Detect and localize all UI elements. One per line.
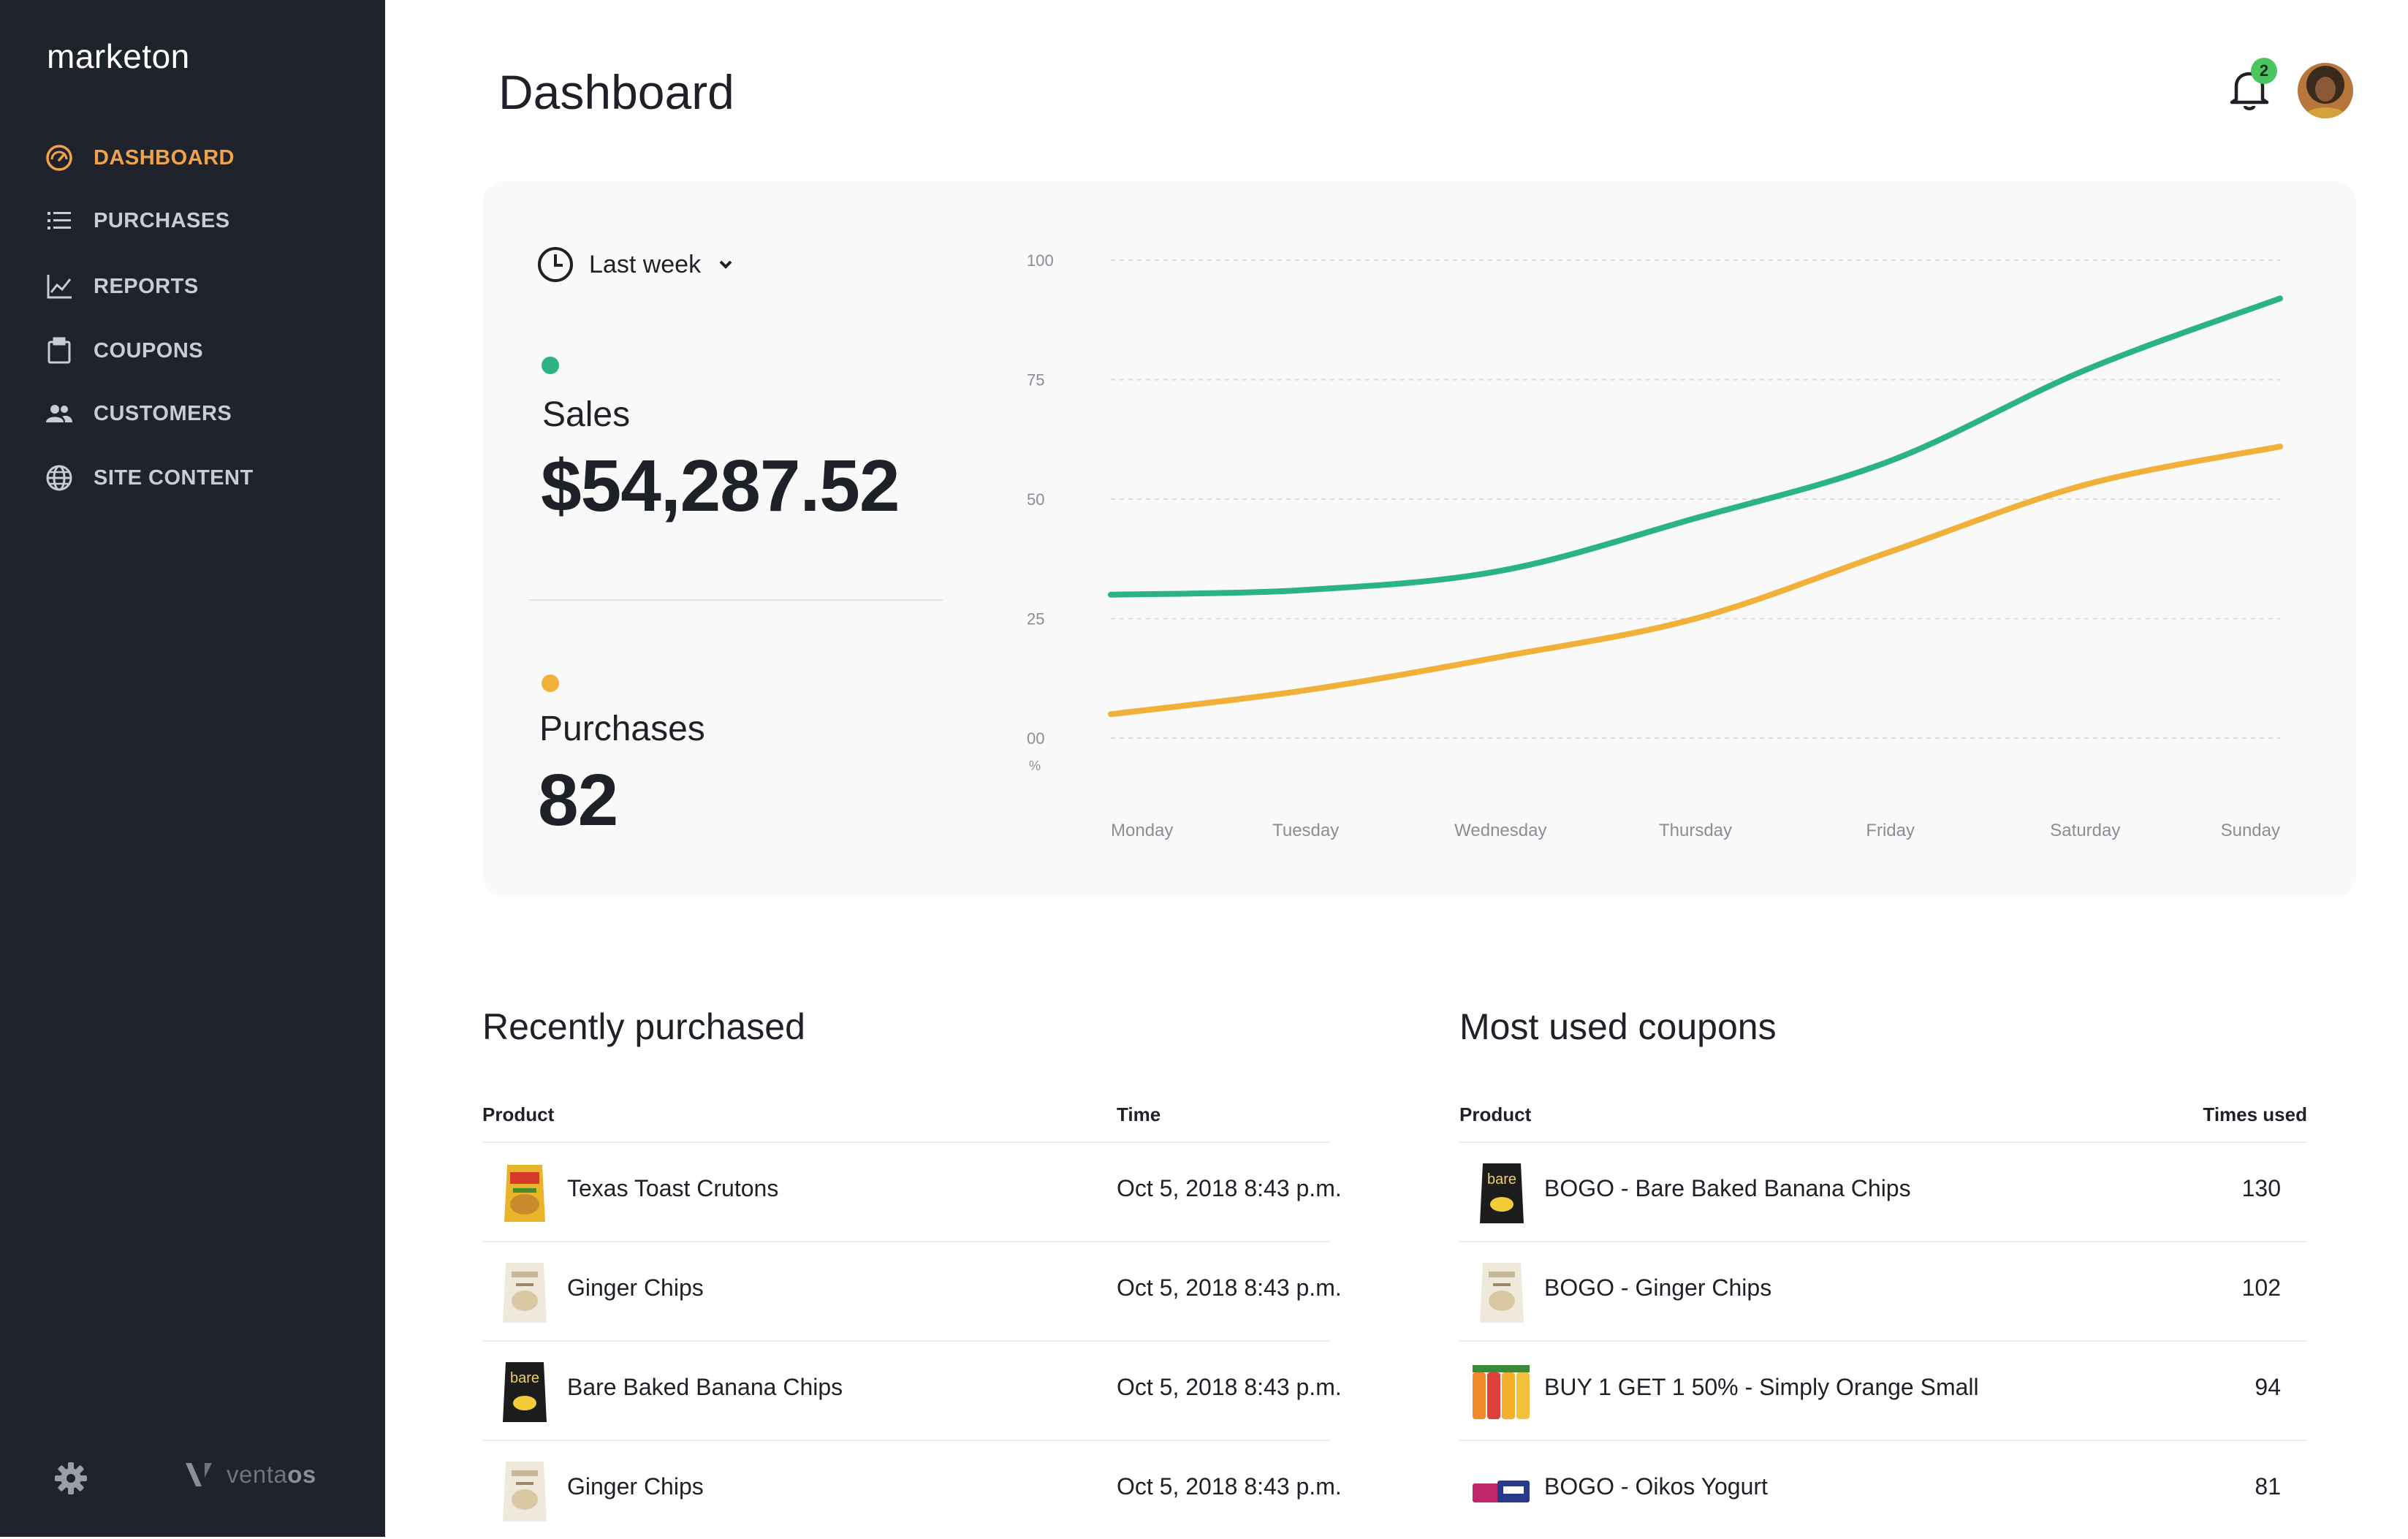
globe-icon	[44, 463, 75, 493]
y-tick-label: 50	[1027, 490, 1044, 509]
sales-legend-dot	[542, 357, 559, 374]
sidebar-item-label: DASHBOARD	[94, 145, 235, 170]
banana-chips-bag-icon: bare	[491, 1358, 558, 1425]
ginger-chips-bag-icon	[491, 1457, 558, 1524]
purchase-time: Oct 5, 2018 8:43 p.m.	[1117, 1374, 1342, 1400]
vendor-prefix: venta	[227, 1461, 288, 1488]
purchases-series-line	[1108, 444, 2283, 718]
ginger-chips-bag-icon	[491, 1258, 558, 1326]
vendor-logo: ventaos	[183, 1460, 316, 1489]
y-tick-label: 100	[1027, 251, 1054, 270]
avatar[interactable]	[2298, 63, 2353, 118]
table-row[interactable]: bare Bare Baked Banana Chips Oct 5, 2018 8…	[482, 1340, 1342, 1440]
times-used: 102	[2241, 1274, 2281, 1301]
sidebar-item-site-content[interactable]: SITE CONTENT	[44, 457, 365, 498]
summary-divider	[529, 599, 943, 601]
sales-series-line	[1108, 295, 2283, 598]
sidebar-item-label: COUPONS	[94, 338, 204, 362]
table-row[interactable]: BOGO - Ginger Chips 102	[1459, 1241, 2307, 1340]
x-tick-label: Saturday	[2050, 821, 2120, 840]
y-tick-label: 00	[1027, 729, 1044, 748]
recent-table: Product Time Texas Toast Crutons Oct 5, 2…	[482, 1096, 1342, 1535]
col-product: Product	[1459, 1103, 1532, 1125]
x-tick-label: Wednesday	[1454, 821, 1546, 840]
coupons-title: Most used coupons	[1459, 1006, 1777, 1047]
times-used: 81	[2255, 1473, 2281, 1500]
product-name: BUY 1 GET 1 50% - Simply Orange Small	[1544, 1374, 1979, 1400]
product-name: BOGO - Oikos Yogurt	[1544, 1473, 1768, 1500]
purchases-value: 82	[538, 759, 618, 841]
svg-text:bare: bare	[510, 1370, 539, 1386]
crutons-bag-icon	[491, 1159, 558, 1226]
juice-bottles-icon	[1468, 1358, 1535, 1425]
purchase-time: Oct 5, 2018 8:43 p.m.	[1117, 1175, 1342, 1201]
bell-icon[interactable]	[2229, 67, 2270, 111]
purchase-time: Oct 5, 2018 8:43 p.m.	[1117, 1473, 1342, 1500]
gear-icon[interactable]	[53, 1460, 89, 1497]
purchases-legend-dot	[542, 674, 559, 692]
table-row[interactable]: BUY 1 GET 1 50% - Simply Orange Small 94	[1459, 1340, 2307, 1440]
banana-chips-bag-icon: bare	[1468, 1159, 1535, 1226]
y-unit-label: %	[1029, 759, 1041, 773]
people-icon	[44, 398, 75, 429]
sidebar-item-label: PURCHASES	[94, 208, 230, 232]
vendor-mark-icon	[183, 1460, 216, 1489]
sidebar-item-label: REPORTS	[94, 274, 199, 298]
sidebar-item-coupons[interactable]: COUPONS	[44, 330, 365, 371]
sidebar-item-purchases[interactable]: PURCHASES	[44, 200, 365, 241]
sales-value: $54,287.52	[541, 445, 900, 527]
sidebar-item-reports[interactable]: REPORTS	[44, 266, 365, 307]
product-name: Bare Baked Banana Chips	[567, 1374, 843, 1400]
period-label: Last week	[589, 250, 702, 278]
table-row[interactable]: bare BOGO - Bare Baked Banana Chips 130	[1459, 1141, 2307, 1241]
y-tick-label: 25	[1027, 610, 1044, 628]
yogurt-cups-icon	[1468, 1457, 1535, 1524]
times-used: 130	[2241, 1175, 2281, 1201]
x-tick-label: Sunday	[2221, 821, 2280, 840]
x-tick-label: Friday	[1866, 821, 1915, 840]
notification-badge: 2	[2251, 58, 2277, 84]
brand-logo[interactable]: marketon	[47, 37, 190, 75]
page-title: Dashboard	[498, 65, 734, 119]
purchase-time: Oct 5, 2018 8:43 p.m.	[1117, 1274, 1342, 1301]
product-name: Ginger Chips	[567, 1274, 704, 1301]
coupons-table: Product Times used bare BOGO - Bare Baked…	[1459, 1096, 2307, 1535]
ginger-chips-bag-icon	[1468, 1258, 1535, 1326]
clock-icon	[536, 246, 574, 284]
dashboard-gauge-icon	[44, 142, 75, 173]
table-row[interactable]: Texas Toast Crutons Oct 5, 2018 8:43 p.m.	[482, 1141, 1342, 1241]
x-tick-label: Tuesday	[1272, 821, 1339, 840]
sidebar-item-label: SITE CONTENT	[94, 466, 254, 490]
sidebar: marketon DASHBOARD PURCHASES REPORTS COU…	[0, 0, 385, 1537]
sales-purchases-line-chart: 100 75 50 25 00% Monday Tuesday Wednesday Thursd…	[1027, 251, 2283, 840]
x-tick-label: Monday	[1111, 821, 1173, 840]
line-chart-icon	[44, 271, 75, 302]
svg-text:bare: bare	[1487, 1171, 1516, 1188]
y-tick-label: 75	[1027, 371, 1044, 390]
period-dropdown[interactable]: Last week	[536, 246, 734, 284]
product-name: BOGO - Bare Baked Banana Chips	[1544, 1175, 1911, 1201]
sales-label: Sales	[542, 395, 631, 434]
col-times-used: Times used	[2203, 1103, 2307, 1125]
chevron-down-icon	[717, 256, 734, 273]
table-row[interactable]: Ginger Chips Oct 5, 2018 8:43 p.m.	[482, 1440, 1342, 1539]
col-product: Product	[482, 1103, 555, 1125]
x-tick-label: Thursday	[1659, 821, 1732, 840]
summary-card: Last week Sales $54,287.52 Purchases 82 …	[482, 181, 2356, 897]
product-name: BOGO - Ginger Chips	[1544, 1274, 1772, 1301]
vendor-suffix: os	[287, 1461, 316, 1488]
times-used: 94	[2255, 1374, 2281, 1400]
clipboard-icon	[44, 335, 75, 366]
product-name: Ginger Chips	[567, 1473, 704, 1500]
recent-title: Recently purchased	[482, 1006, 805, 1047]
product-name: Texas Toast Crutons	[567, 1175, 779, 1201]
purchases-label: Purchases	[539, 710, 705, 748]
table-row[interactable]: BOGO - Oikos Yogurt 81	[1459, 1440, 2307, 1539]
sidebar-item-label: CUSTOMERS	[94, 401, 232, 425]
table-row[interactable]: Ginger Chips Oct 5, 2018 8:43 p.m.	[482, 1241, 1342, 1340]
sidebar-item-customers[interactable]: CUSTOMERS	[44, 393, 365, 434]
col-time: Time	[1117, 1103, 1161, 1125]
list-icon	[44, 205, 75, 236]
sidebar-item-dashboard[interactable]: DASHBOARD	[44, 137, 365, 178]
